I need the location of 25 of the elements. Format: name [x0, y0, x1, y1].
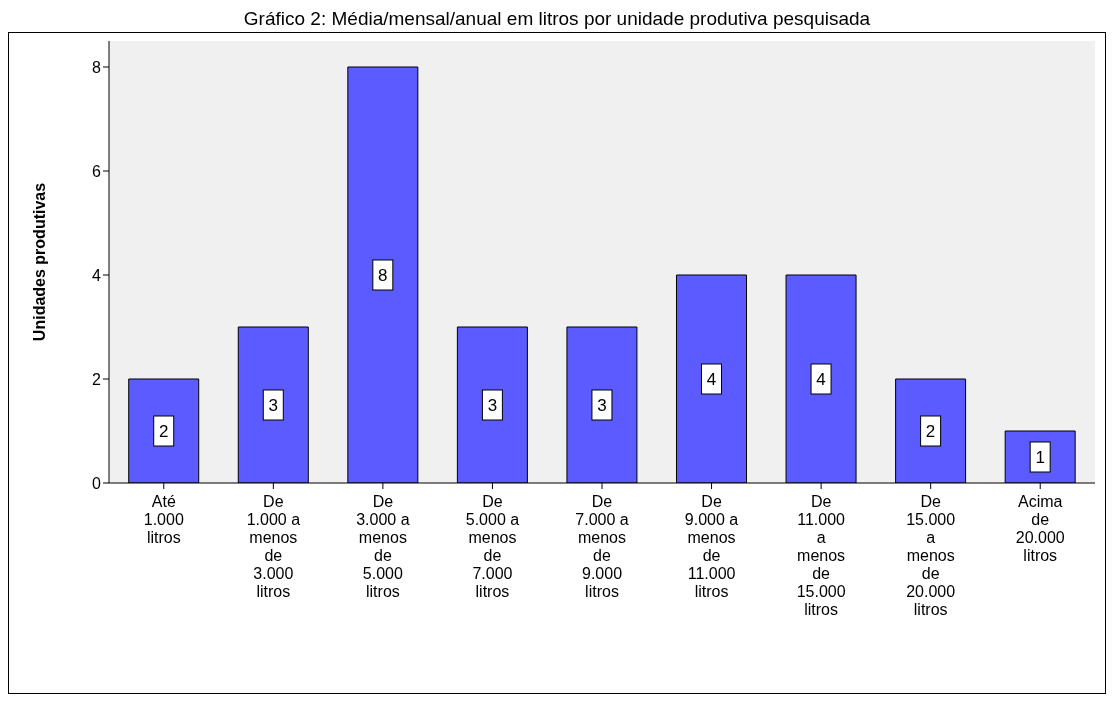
data-label: 2 [925, 422, 936, 441]
x-tick-label: Até 1.000 litros [143, 493, 184, 546]
x-tick-label: De 9.000 a menos de 11.000 litros [684, 493, 739, 600]
x-tick-label: De 7.000 a menos de 9.000 litros [575, 493, 629, 600]
x-tick-label: De 11.000 a menos de 15.000 litros [796, 493, 846, 618]
y-axis-title: Unidades produtivas [30, 182, 48, 342]
chart-title: Gráfico 2: Média/mensal/anual em litros por unidade produtiva pesquisada [242, 8, 872, 31]
data-label: 4 [706, 370, 717, 389]
data-label: 4 [816, 370, 826, 389]
y-tick-label: 4 [92, 266, 102, 284]
data-label: 2 [158, 422, 169, 441]
data-label: 1 [1035, 448, 1045, 467]
data-label: 8 [378, 266, 388, 285]
data-label: 3 [597, 396, 607, 415]
y-tick-label: 6 [92, 162, 102, 180]
x-tick-label: De 1.000 a menos de 3.000 litros [246, 493, 301, 600]
data-label: 3 [487, 396, 498, 415]
y-tick-label: 2 [92, 370, 102, 388]
x-tick-label: De 5.000 a menos de 7.000 litros [465, 493, 520, 600]
x-tick-label: Acima de 20.000 litros [1015, 493, 1065, 564]
x-tick-label: De 3.000 a menos de 5.000 litros [356, 493, 410, 600]
y-tick-label: 0 [92, 474, 102, 492]
x-tick-label: De 15.000 a menos de 20.000 litros [906, 493, 956, 618]
y-tick-label: 8 [92, 58, 102, 76]
data-label: 3 [268, 396, 279, 415]
